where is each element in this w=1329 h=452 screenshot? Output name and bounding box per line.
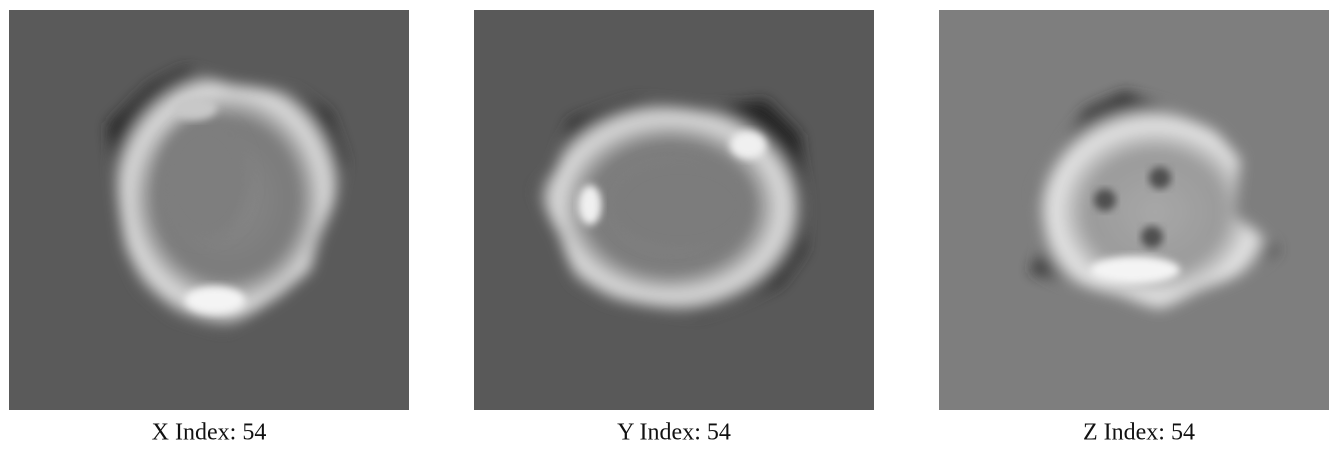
caption: Y Index: 54 xyxy=(617,420,731,446)
y-slice xyxy=(474,10,874,410)
caption: Z Index: 54 xyxy=(1083,420,1195,446)
x-slice xyxy=(9,10,409,410)
z-slice xyxy=(939,10,1329,410)
caption: X Index: 54 xyxy=(152,420,267,446)
